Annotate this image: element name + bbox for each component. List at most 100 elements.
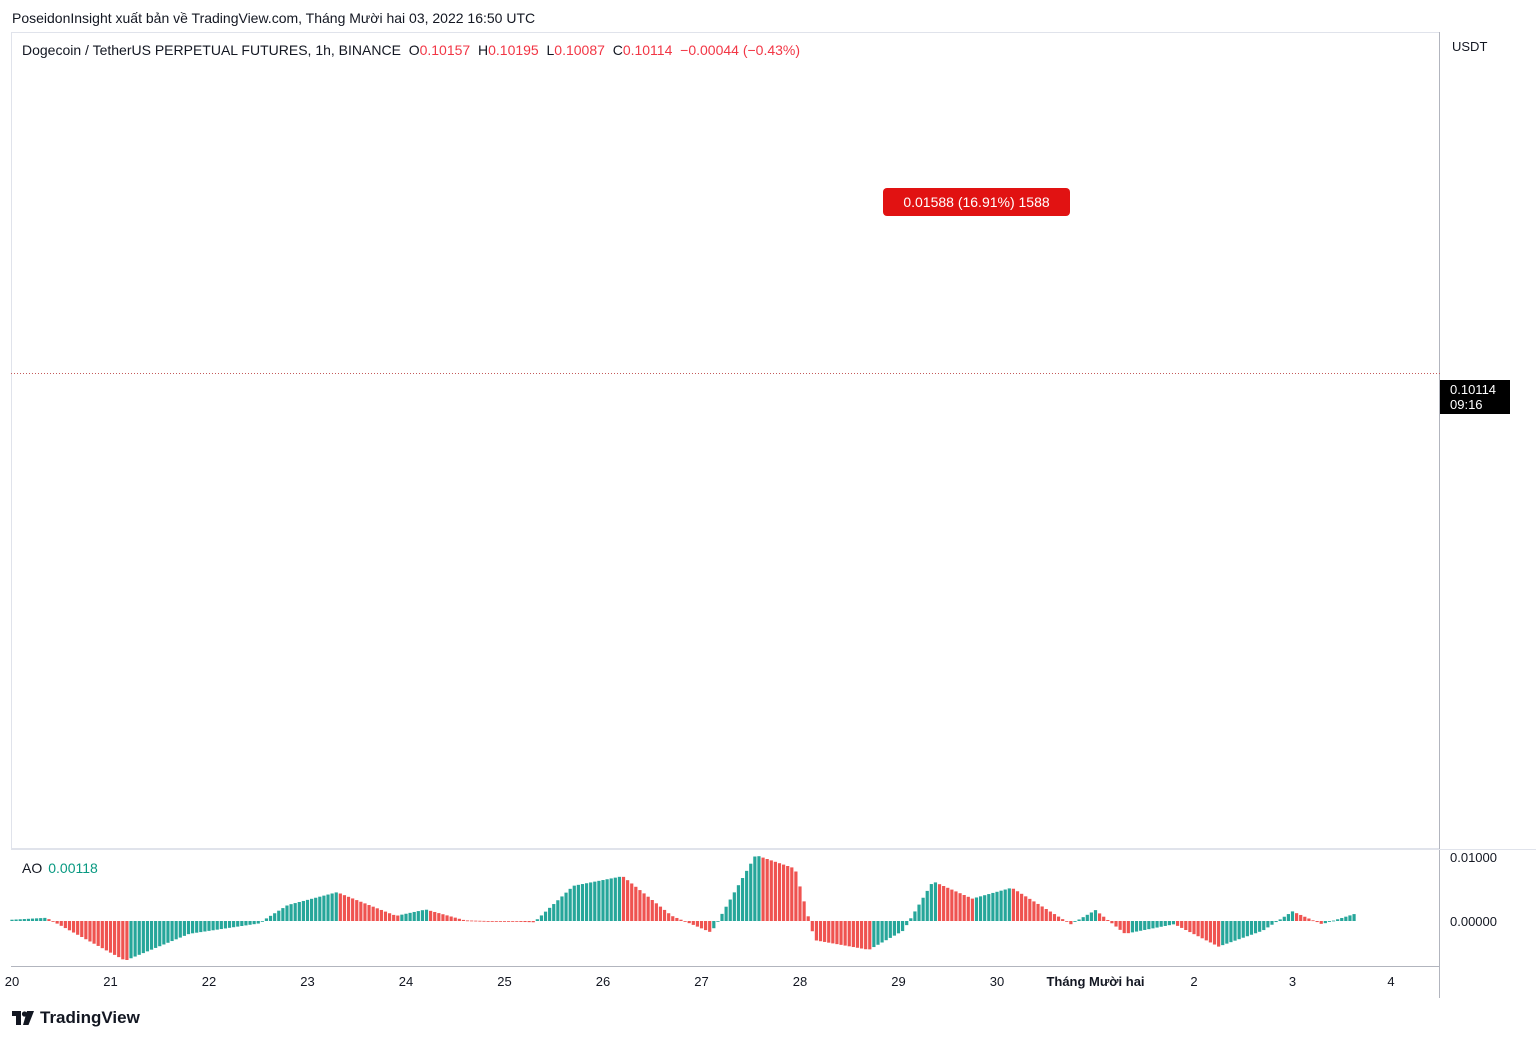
ao-bar <box>424 909 429 921</box>
ao-bar <box>1196 921 1200 937</box>
ao-bar <box>420 910 425 921</box>
ao-bar <box>1270 921 1274 925</box>
ao-bar <box>256 921 260 924</box>
main-pane-border <box>11 32 1440 849</box>
ao-bar <box>1056 916 1061 921</box>
ao-bar <box>1155 921 1159 928</box>
ao-bar <box>765 859 769 921</box>
ao-bar <box>507 921 511 922</box>
ao-bar <box>1044 909 1048 921</box>
ao-bar <box>1221 921 1225 946</box>
ao-bar <box>880 921 884 943</box>
time-tick-label: 22 <box>202 974 216 989</box>
ao-bar <box>884 921 888 941</box>
ao-bar <box>236 921 240 927</box>
ao-bar <box>950 889 954 921</box>
ao-bar <box>1114 921 1118 927</box>
ao-tick-label: 0.01000 <box>1450 850 1497 865</box>
ao-bar <box>548 907 552 921</box>
ao-bar <box>859 921 864 949</box>
ao-bar <box>470 920 474 922</box>
ao-bar <box>1258 921 1262 932</box>
ao-bar <box>1331 920 1336 922</box>
ao-bar <box>539 915 544 921</box>
ao-bar <box>334 892 338 921</box>
ao-bar <box>268 915 273 921</box>
tradingview-logo[interactable]: TradingView <box>12 1008 140 1028</box>
ao-bar <box>1262 921 1266 931</box>
ao-bar <box>330 893 334 921</box>
ao-bar <box>732 892 736 921</box>
ao-bar <box>1274 921 1278 923</box>
ao-bar <box>104 921 108 951</box>
ao-bar <box>921 897 925 921</box>
ao-bar <box>646 896 650 921</box>
ao-bar <box>761 857 765 921</box>
ao-bar <box>113 921 117 955</box>
ao-bar <box>888 921 892 938</box>
ao-bar <box>519 921 523 922</box>
ao-bar <box>1077 919 1081 921</box>
ao-bar <box>1147 921 1151 930</box>
ao-bar <box>773 861 777 921</box>
ao-bar <box>662 909 667 921</box>
ao-bar <box>1048 911 1052 921</box>
ao-bar <box>1167 921 1171 926</box>
ao-bar <box>839 921 843 945</box>
ao-bar <box>1311 920 1315 922</box>
time-tick-label: 30 <box>990 974 1004 989</box>
ao-bar <box>14 919 18 921</box>
ao-bar <box>589 882 593 921</box>
time-tick-label: 27 <box>694 974 708 989</box>
ao-bar <box>658 906 663 921</box>
ao-bar <box>80 921 84 938</box>
ao-bar <box>502 921 507 922</box>
ao-bar <box>322 895 326 921</box>
ao-bar <box>375 908 379 921</box>
ao-label[interactable]: AO <box>22 860 43 876</box>
time-tick-label: 3 <box>1289 974 1296 989</box>
ao-bar <box>798 886 802 921</box>
ao-bar <box>974 897 979 921</box>
ao-bar <box>346 896 351 921</box>
ao-bar <box>872 921 876 948</box>
time-tick-label: 29 <box>891 974 905 989</box>
ao-bar <box>704 921 708 931</box>
ao-bar <box>728 899 732 921</box>
ao-bar <box>433 911 437 921</box>
ao-bar <box>736 885 741 921</box>
ao-bar <box>572 885 576 921</box>
ao-bar <box>851 921 855 948</box>
low-label: L <box>546 42 555 58</box>
ao-bar <box>59 921 63 926</box>
ao-bar <box>1028 898 1032 921</box>
ao-bar <box>1286 914 1290 921</box>
time-tick-label: 25 <box>497 974 511 989</box>
ao-bar <box>1081 917 1085 921</box>
ao-tick-label: 0.00000 <box>1450 914 1497 929</box>
measure-label[interactable]: 0.01588 (16.91%) 1588 <box>883 188 1070 216</box>
symbol-name[interactable]: Dogecoin / TetherUS PERPETUAL FUTURES, 1… <box>22 42 401 58</box>
ao-bar <box>359 901 363 921</box>
time-axis-ticks: 20 21 22 23 24 25 26 27 28 29 30 Tháng Mười hai 2 3 4 <box>5 974 1395 989</box>
ao-bar <box>461 919 466 921</box>
ao-bar <box>277 910 281 921</box>
ao-bar <box>207 921 211 931</box>
ao-bar <box>326 894 330 921</box>
ao-bar <box>478 920 482 922</box>
ao-bar <box>515 921 519 922</box>
ao-bar <box>642 893 646 921</box>
ao-bar <box>1069 921 1073 925</box>
ao-bar <box>273 913 277 921</box>
ao-bar <box>621 876 626 921</box>
ao-bar <box>667 913 671 921</box>
ao-bar <box>946 887 950 921</box>
ao-bar <box>441 914 445 921</box>
ao-bar <box>995 891 999 921</box>
ao-bar <box>687 921 691 924</box>
ao-bar <box>174 921 178 940</box>
ao-bar <box>675 917 679 921</box>
ao-bar <box>498 921 502 922</box>
ao-bar <box>1295 913 1299 921</box>
